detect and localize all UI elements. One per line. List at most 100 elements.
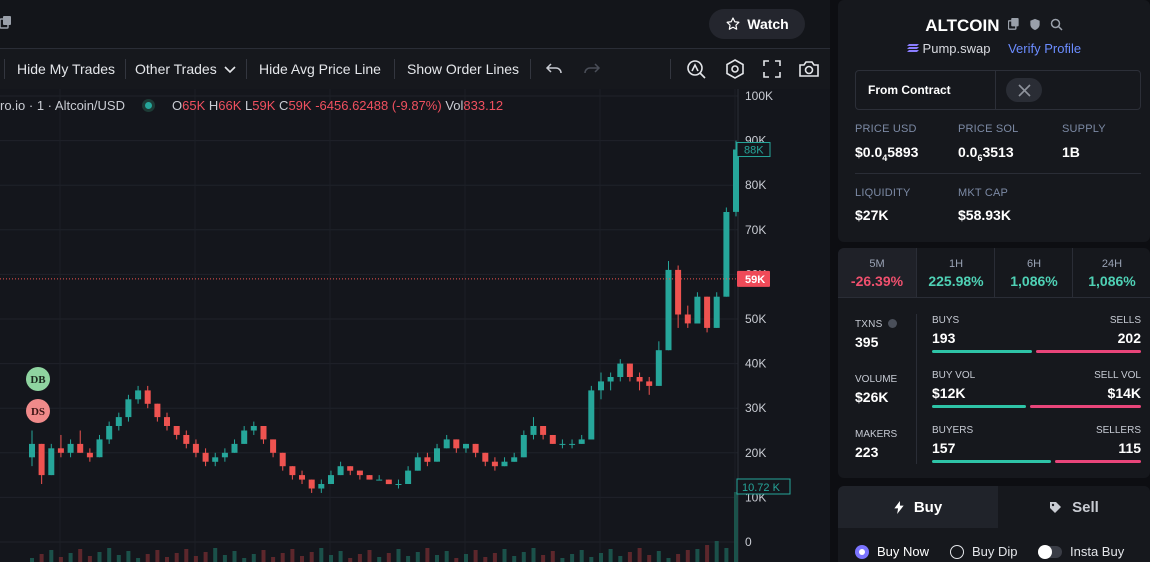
candle-body [299,475,305,480]
other-trades-label: Other Trades [135,61,217,77]
buy-now-label: Buy Now [877,544,930,559]
volume-bar [136,558,141,562]
candle-body [569,443,576,445]
candle-body [192,443,199,453]
camera-icon[interactable] [798,59,820,79]
candle-body [501,461,508,467]
sellers-bar [1055,460,1141,463]
fullscreen-icon[interactable] [762,59,782,79]
volume-bar [570,554,575,562]
buy-vol-label: BUY VOL [932,370,976,381]
candle-body [694,296,701,324]
sell-tab[interactable]: Sell [998,486,1150,528]
ohlc-l-value: 59K [252,98,276,113]
volume-bar [666,558,671,562]
contract-box: From Contract [855,70,1141,110]
copy-icon[interactable] [1008,18,1020,31]
show-order-lines-button[interactable]: Show Order Lines [407,61,520,77]
timeframe-change: 1,086% [1010,273,1058,289]
candle-body [617,363,624,377]
candle-body [106,426,113,440]
timeframe-1h[interactable]: 1H 225.98% [916,248,995,298]
price-axis-label: 80K [745,178,766,192]
volume-bar [300,556,304,562]
price-usd-label: PRICE USD [855,123,917,135]
copy-icon[interactable] [0,16,12,30]
volume-bar [357,554,362,562]
settings-icon[interactable] [724,58,746,80]
stats-vertical-divider [916,314,917,464]
sell-vol-value: $14K [1107,385,1141,401]
timeframe-label: 5M [869,258,885,270]
candle-body [202,452,209,462]
undo-icon[interactable] [545,60,563,78]
insta-buy-toggle[interactable]: Insta Buy [1038,544,1124,559]
from-contract-button[interactable]: From Contract [868,83,951,97]
volume-bar [695,549,700,562]
volume-bar [483,557,488,562]
info-icon[interactable] [888,319,898,328]
candle-body [135,390,142,400]
watch-label: Watch [747,16,789,32]
price-chart[interactable]: 100K90K80K70K60K50K40K30K20K10K059K88K10… [0,89,830,562]
volume-bar [608,549,613,562]
dex-name[interactable]: Pump.swap [922,41,991,56]
candle-body [453,439,460,449]
timeframe-5m[interactable]: 5M -26.39% [838,248,916,298]
candle-body [57,448,64,453]
supply-label: SUPPLY [1062,123,1106,135]
candle-body [376,479,383,481]
volume-tag: 10.72 K [742,482,781,494]
volume-bar [39,554,44,562]
volume-bar [319,548,324,562]
buy-now-option[interactable]: Buy Now [855,544,929,559]
volume-bar [589,557,594,562]
volume-bar [599,553,603,562]
verify-profile-link[interactable]: Verify Profile [1008,41,1082,56]
candle-body [559,443,566,445]
current-price-tag-bg [737,270,770,287]
candle-body [491,461,498,467]
volume-bar [377,557,382,562]
candle-body [395,484,402,485]
high-price-tag-bg [736,142,771,158]
buy-dip-option[interactable]: Buy Dip [950,544,1018,559]
chevron-down-icon [224,66,236,74]
price-sol-value: 0.063513 [958,144,1014,163]
volume-value: $26K [855,389,889,405]
token-subtitle: Pump.swap Verify Profile [838,41,1150,56]
volume-bar [30,558,34,562]
chart-topbar: Watch [0,0,830,48]
txns-label-text: TXNS [855,319,883,330]
buy-tab[interactable]: Buy [838,486,998,528]
x-social-button[interactable] [1006,78,1042,102]
volume-bar [193,556,198,562]
volume-bar [107,548,112,562]
volume-bar [464,554,468,562]
candle-body [241,430,248,444]
ds-marker [26,399,50,423]
buy-vol-bar [932,405,1026,408]
solana-icon [906,44,919,52]
volume-bar [676,554,681,562]
volume-bar [309,552,314,562]
search-icon[interactable] [1050,18,1063,31]
price-sol-pre: 0.0 [958,144,978,160]
candle-body [366,475,373,480]
watch-button[interactable]: Watch [709,9,805,39]
indicator-icon[interactable] [685,58,707,80]
timeframe-24h[interactable]: 24H 1,086% [1072,248,1150,298]
candle-body [318,484,325,489]
token-sidebar: ALTCOIN Pump.swap Verify Profile From Co… [838,0,1150,562]
buy-vol-value: $12K [932,385,966,401]
volume-bar [637,548,642,562]
candle-body [250,426,257,431]
hide-my-trades-button[interactable]: Hide My Trades [17,61,116,77]
shield-icon[interactable] [1029,18,1041,31]
timeframe-label: 6H [1026,258,1042,270]
timeframe-6h[interactable]: 6H 1,086% [994,248,1073,298]
hide-avg-price-line-button[interactable]: Hide Avg Price Line [259,61,381,77]
redo-icon[interactable] [583,60,601,78]
volume-bar [290,549,295,562]
other-trades-dropdown[interactable]: Other Trades [135,49,237,89]
